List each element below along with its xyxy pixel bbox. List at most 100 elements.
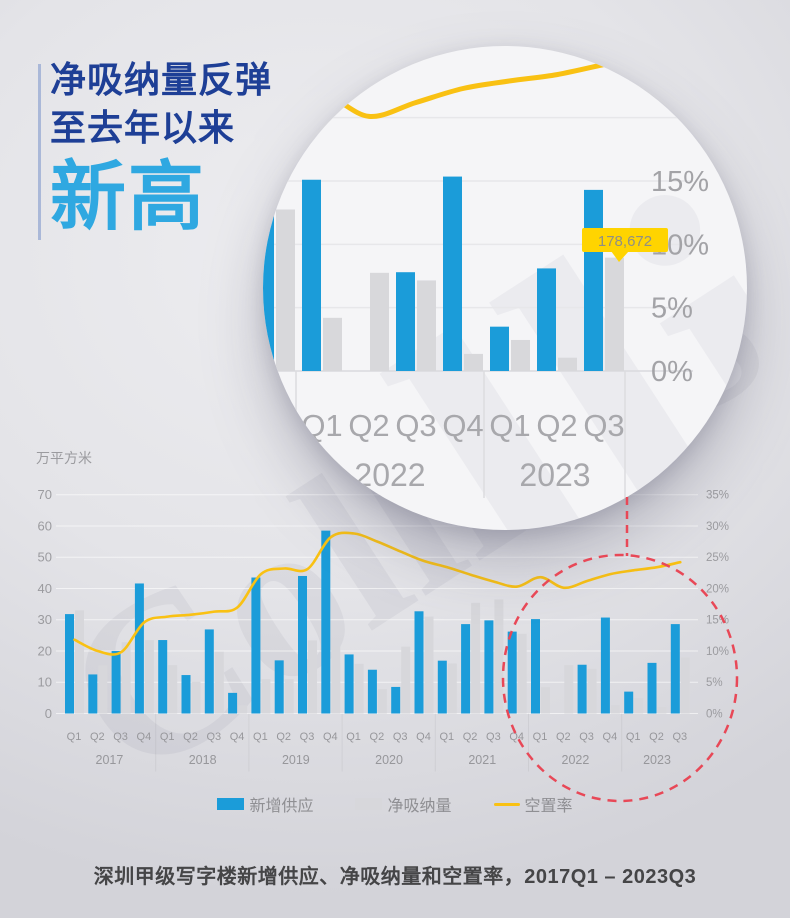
x-axis-quarter-label: Q3 <box>300 731 315 743</box>
supply-bar[interactable] <box>414 611 424 714</box>
supply-bar[interactable] <box>584 189 603 371</box>
absorption-bar[interactable] <box>370 272 389 371</box>
absorption-bar[interactable] <box>657 706 667 714</box>
absorption-bar[interactable] <box>605 257 624 371</box>
legend-item-absorption[interactable]: 净吸纳量 <box>355 792 452 816</box>
absorption-bar[interactable] <box>558 357 577 371</box>
x-axis-quarter-label: Q3 <box>113 731 128 743</box>
absorption-bar[interactable] <box>610 705 620 714</box>
right-axis-tick: 0% <box>706 709 723 721</box>
left-axis-tick: 50 <box>38 550 52 565</box>
absorption-bar[interactable] <box>377 689 387 714</box>
supply-bar[interactable] <box>263 205 274 371</box>
x-axis-quarter-label: Q1 <box>253 731 268 743</box>
absorption-bar[interactable] <box>424 616 434 714</box>
absorption-bar[interactable] <box>634 698 644 714</box>
legend-item-vacancy[interactable]: 空置率 <box>493 792 573 816</box>
vacancy-line[interactable] <box>263 62 607 119</box>
absorption-bar[interactable] <box>541 687 550 714</box>
supply-bar[interactable] <box>396 272 415 371</box>
headline-line2: 至去年以来 <box>50 106 236 148</box>
absorption-bar[interactable] <box>401 646 411 714</box>
absorption-bar[interactable] <box>564 665 574 714</box>
supply-bar[interactable] <box>88 674 98 714</box>
supply-bar[interactable] <box>251 577 261 714</box>
x-axis-quarter-label: Q4 <box>263 408 296 443</box>
headline-highlight: 新高 <box>50 154 206 240</box>
absorption-bar[interactable] <box>168 665 178 714</box>
supply-bar[interactable] <box>484 620 494 714</box>
absorption-bar[interactable] <box>417 280 436 371</box>
legend-label-vacancy: 空置率 <box>524 798 573 815</box>
x-axis-quarter-label: Q1 <box>626 731 641 743</box>
supply-bar[interactable] <box>344 654 354 714</box>
supply-bar[interactable] <box>600 617 610 714</box>
absorption-bar[interactable] <box>75 610 84 714</box>
supply-bar[interactable] <box>670 624 680 714</box>
supply-bar[interactable] <box>111 650 121 714</box>
absorption-bar[interactable] <box>354 663 364 714</box>
supply-bar[interactable] <box>443 176 462 371</box>
x-axis-year-label: 2018 <box>189 753 217 767</box>
absorption-bar[interactable] <box>517 633 527 714</box>
callout-box[interactable] <box>582 228 668 252</box>
x-axis-quarter-label: Q1 <box>160 731 175 743</box>
supply-bar[interactable] <box>624 691 634 714</box>
magnifier-circle: Colliers 15%10%5%0%Q4Q1Q2Q3Q4Q1Q2Q320222… <box>263 46 747 530</box>
supply-bar[interactable] <box>158 640 168 714</box>
x-axis-year-label: 2019 <box>282 753 310 767</box>
x-axis-quarter-label: Q1 <box>67 731 82 743</box>
absorption-bar[interactable] <box>276 209 295 371</box>
x-axis-quarter-label: Q4 <box>323 731 338 743</box>
absorption-bar[interactable] <box>214 651 224 714</box>
absorption-bar[interactable] <box>98 665 108 714</box>
left-axis-tick: 10 <box>38 675 52 690</box>
absorption-bar[interactable] <box>238 705 248 714</box>
supply-bar[interactable] <box>537 268 556 371</box>
supply-bar[interactable] <box>321 530 331 714</box>
supply-bar[interactable] <box>490 326 509 371</box>
absorption-bar[interactable] <box>261 679 271 714</box>
x-axis-year-label: 2023 <box>643 753 671 767</box>
supply-bar[interactable] <box>181 675 191 714</box>
supply-bar[interactable] <box>298 575 307 714</box>
absorption-bar[interactable] <box>284 679 294 714</box>
x-axis-quarter-label: Q2 <box>90 731 105 743</box>
absorption-bar[interactable] <box>331 645 341 714</box>
supply-bar[interactable] <box>367 669 377 714</box>
right-axis-tick: 35% <box>706 490 729 502</box>
supply-bar[interactable] <box>302 179 321 371</box>
supply-bar[interactable] <box>437 660 447 714</box>
absorption-bar[interactable] <box>464 353 483 371</box>
absorption-bar[interactable] <box>121 642 131 714</box>
vacancy-line[interactable] <box>73 531 682 656</box>
absorption-bar[interactable] <box>511 339 530 371</box>
supply-bar[interactable] <box>204 629 214 714</box>
absorption-bar[interactable] <box>587 668 597 714</box>
absorption-bar[interactable] <box>144 640 154 714</box>
right-axis-tick: 10% <box>706 646 729 658</box>
left-axis-tick: 60 <box>38 518 52 533</box>
supply-bar[interactable] <box>391 686 401 714</box>
absorption-bar[interactable] <box>191 681 201 714</box>
vacancy-swatch <box>493 802 520 806</box>
supply-bar[interactable] <box>507 631 517 714</box>
x-axis-year-label: 2022 <box>354 457 425 493</box>
absorption-bar[interactable] <box>471 602 481 714</box>
supply-bar[interactable] <box>531 619 540 714</box>
x-axis-year-label: 2017 <box>96 753 124 767</box>
absorption-bar[interactable] <box>447 663 457 714</box>
absorption-bar[interactable] <box>494 599 504 714</box>
supply-bar[interactable] <box>65 614 74 714</box>
supply-bar[interactable] <box>647 662 657 714</box>
absorption-bar[interactable] <box>308 640 317 714</box>
supply-bar[interactable] <box>134 583 144 714</box>
supply-bar[interactable] <box>577 664 587 714</box>
absorption-bar[interactable] <box>323 317 342 371</box>
absorption-bar[interactable] <box>680 657 690 714</box>
legend-item-supply[interactable]: 新增供应 <box>217 792 313 816</box>
supply-bar[interactable] <box>461 624 471 714</box>
supply-bar[interactable] <box>274 660 284 714</box>
supply-bar[interactable] <box>228 692 238 714</box>
